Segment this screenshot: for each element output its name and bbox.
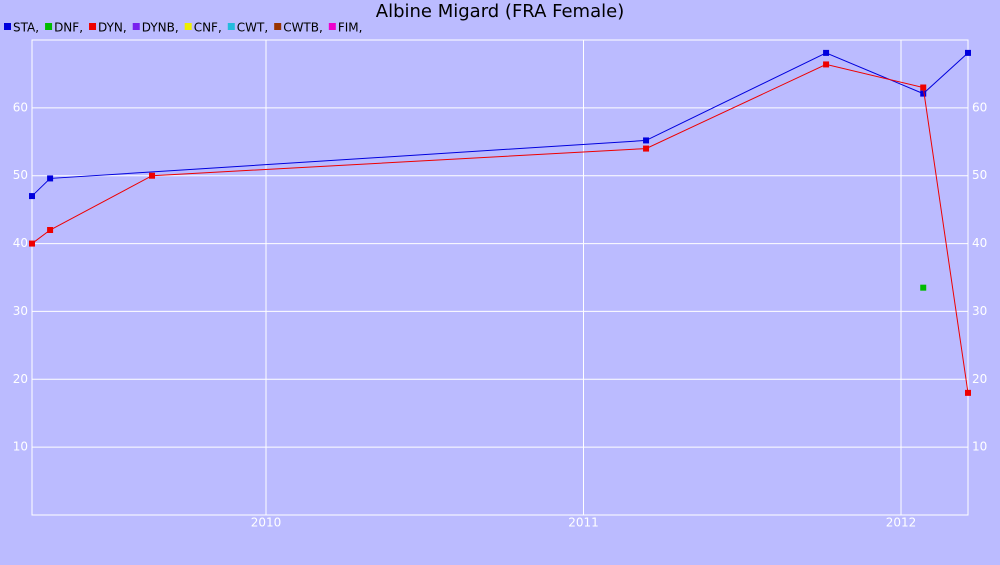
point [823, 49, 830, 56]
point [920, 90, 927, 97]
y-tick-label: 20 [13, 372, 28, 386]
legend-separator: , [123, 21, 127, 35]
legend-swatch [89, 23, 97, 30]
legend-swatch [4, 23, 11, 30]
chart-title: Albine Migard (FRA Female) [376, 1, 624, 22]
legend-separator: , [79, 21, 83, 35]
legend-separator: , [175, 21, 179, 35]
y2-tick-label: 20 [972, 372, 987, 386]
legend-label: DYNB [142, 21, 175, 35]
y2-tick-label: 10 [972, 440, 987, 454]
point [920, 84, 927, 91]
legend-separator: , [218, 21, 222, 35]
point [965, 49, 971, 56]
point [47, 175, 54, 182]
x-tick-label: 2012 [886, 516, 917, 530]
point [47, 227, 54, 233]
legend-separator: , [35, 21, 39, 35]
point [149, 172, 156, 179]
legend-label: CWTB [283, 21, 319, 35]
legend-separator: , [319, 21, 323, 35]
y-tick-label: 40 [13, 236, 28, 250]
legend-label: CWT [237, 21, 265, 35]
y-tick-label: 30 [13, 304, 28, 318]
y-tick-label: 60 [13, 100, 28, 114]
y-tick-label: 50 [13, 168, 28, 182]
legend-label: DNF [54, 21, 79, 35]
point [643, 145, 650, 152]
legend-swatch [184, 23, 192, 30]
series-line [31, 52, 969, 197]
legend-separator: , [264, 21, 268, 35]
plot-frame [31, 39, 969, 516]
legend-swatch [132, 23, 140, 30]
y2-tick-label: 40 [972, 236, 987, 250]
point [29, 193, 35, 200]
legend-swatch [45, 23, 53, 30]
x-tick-label: 2010 [251, 516, 282, 530]
point [920, 284, 927, 291]
x-tick-label: 2011 [568, 516, 599, 530]
point [965, 389, 971, 396]
legend-label: CNF [194, 21, 218, 35]
y2-tick-label: 50 [972, 168, 987, 182]
point [29, 240, 35, 247]
legend-separator: , [359, 21, 363, 35]
legend-swatch [328, 23, 336, 30]
legend-label: STA [13, 21, 36, 35]
point [643, 137, 650, 144]
legend-label: FIM [338, 21, 359, 35]
y-tick-label: 10 [13, 440, 28, 454]
legend-swatch [227, 23, 235, 30]
legend-swatch [274, 23, 282, 30]
y2-tick-label: 60 [972, 100, 987, 114]
y2-tick-label: 30 [972, 304, 987, 318]
point [823, 61, 830, 68]
legend-label: DYN [98, 21, 123, 35]
